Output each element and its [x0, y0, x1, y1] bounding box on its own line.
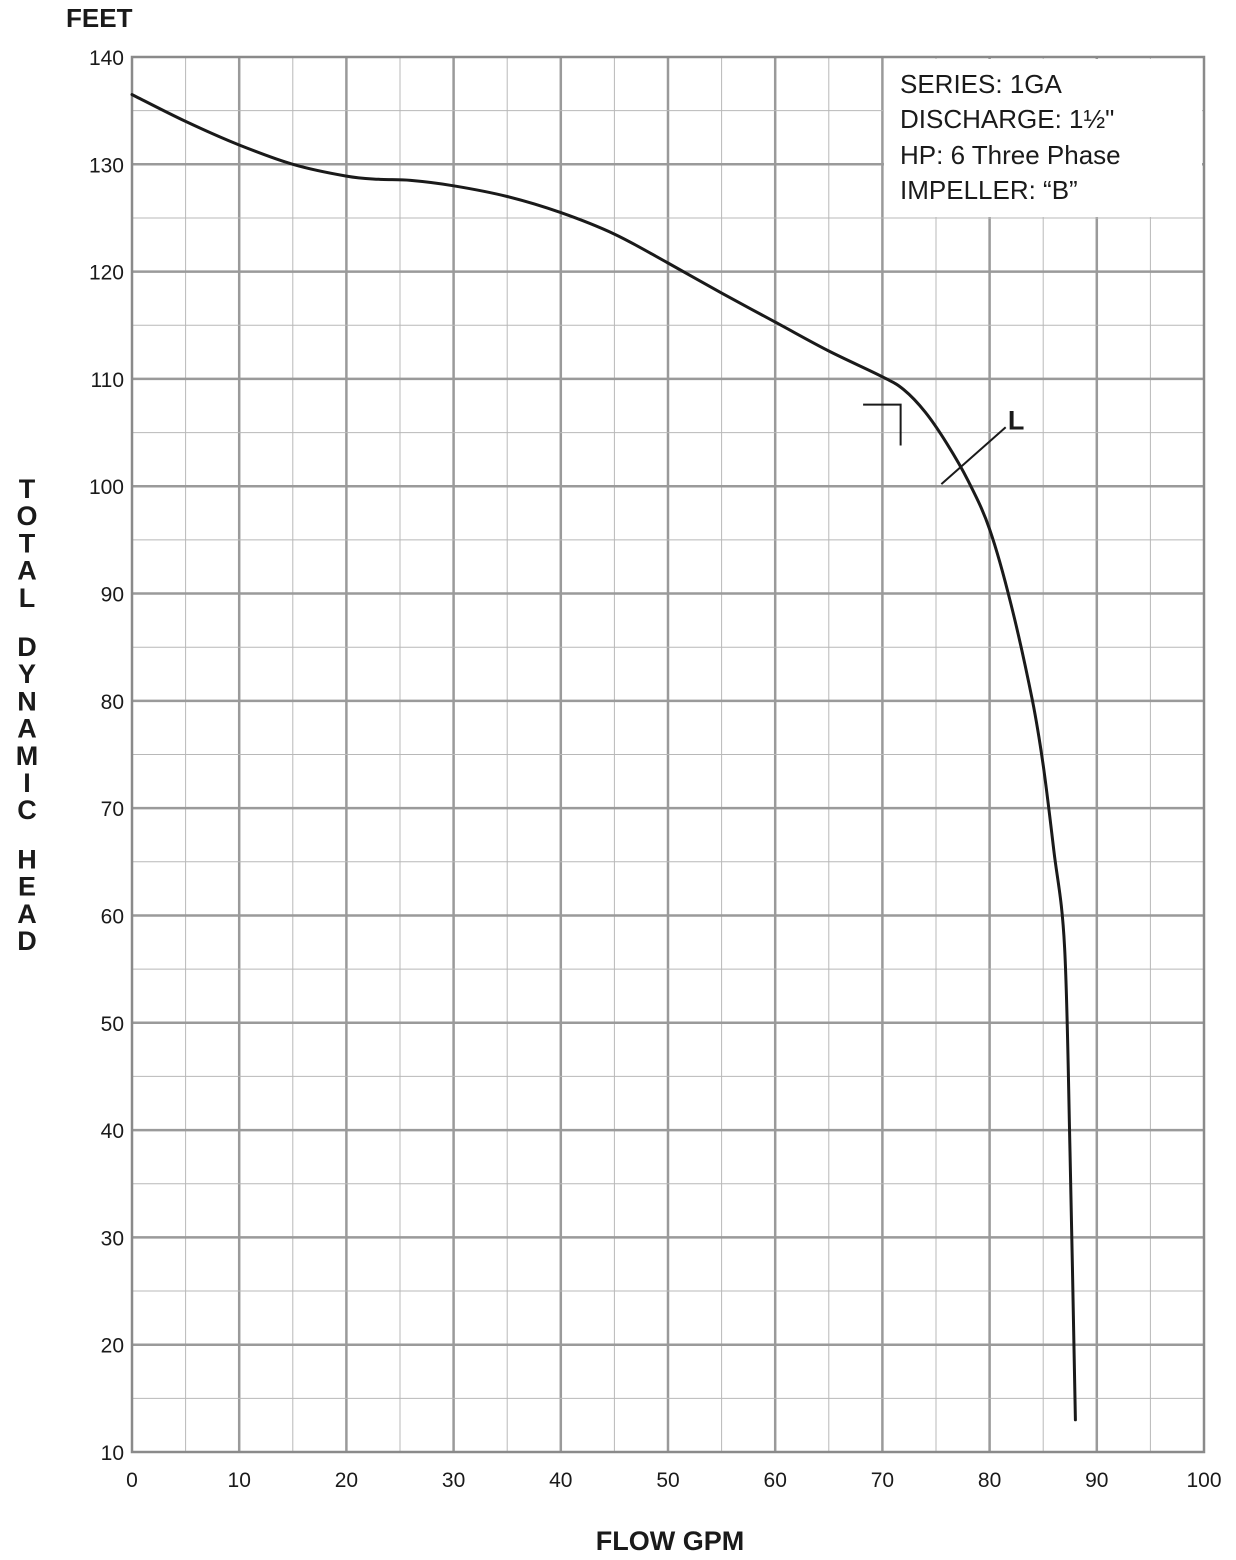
y-axis-title-char: A [17, 556, 37, 586]
series-leader-line [940, 426, 1007, 485]
y-axis-title-char: I [23, 768, 31, 798]
y-axis-title-char: Y [18, 659, 36, 689]
y-tick-label: 110 [91, 369, 124, 392]
y-tick-label: 40 [101, 1120, 124, 1143]
y-axis-title-char: N [17, 686, 37, 716]
y-tick-label: 60 [101, 905, 124, 928]
x-axis-title: FLOW GPM [596, 1526, 744, 1556]
info-series: SERIES: 1GA [900, 69, 1062, 99]
y-tick-label: 90 [101, 584, 124, 607]
x-tick-label: 90 [1085, 1469, 1108, 1492]
x-tick-label: 70 [871, 1469, 894, 1492]
x-tick-label: 40 [549, 1469, 572, 1492]
y-tick-label: 70 [101, 798, 124, 821]
y-axis-title-char: O [16, 501, 37, 531]
y-tick-label: 50 [101, 1013, 124, 1036]
x-tick-label: 60 [764, 1469, 787, 1492]
y-tick-label: 80 [101, 691, 124, 714]
y-axis-title-char: T [19, 528, 36, 558]
plot-grid [132, 57, 1204, 1452]
pump-curve-line [130, 93, 1077, 1422]
y-axis-title-char: C [17, 795, 37, 825]
y-axis-title-char: A [17, 899, 37, 929]
corner-marker [863, 403, 902, 446]
info-box: SERIES: 1GA DISCHARGE: 1½" HP: 6 Three P… [884, 59, 1202, 217]
y-axis-title-char: D [17, 926, 37, 956]
y-tick-label: 30 [101, 1227, 124, 1250]
y-axis-title-char: L [19, 583, 36, 613]
y-tick-label: 120 [89, 262, 124, 285]
series-label: L [1008, 405, 1025, 435]
y-axis-title-char: M [16, 741, 39, 771]
y-axis-title-char: H [17, 844, 37, 874]
y-tick-label: 20 [101, 1335, 124, 1358]
y-axis-title-char: A [17, 714, 37, 744]
x-tick-label: 0 [126, 1469, 138, 1492]
x-tick-label: 80 [978, 1469, 1001, 1492]
x-tick-label: 100 [1186, 1469, 1221, 1492]
y-tick-label: 100 [89, 476, 124, 499]
x-tick-label: 20 [335, 1469, 358, 1492]
x-tick-labels: 0 10 20 30 40 50 60 70 80 90 100 [126, 1469, 1221, 1492]
info-discharge: DISCHARGE: 1½" [900, 104, 1114, 134]
info-hp: HP: 6 Three Phase [900, 140, 1121, 170]
y-tick-label: 10 [101, 1442, 124, 1465]
y-tick-label: 140 [89, 47, 124, 70]
y-tick-label: 130 [89, 154, 124, 177]
plot-frame [130, 55, 1206, 1454]
info-impeller: IMPELLER: “B” [900, 175, 1078, 205]
info-box-background [884, 59, 1202, 217]
x-tick-label: 50 [656, 1469, 679, 1492]
curve-annotations: L [863, 403, 1025, 485]
y-axis-title-char: E [18, 872, 36, 902]
x-tick-label: 30 [442, 1469, 465, 1492]
y-unit-label: FEET [66, 3, 133, 33]
y-tick-labels: 10 20 30 40 50 60 70 80 90 100 110 120 130 140 [89, 47, 124, 1465]
y-axis-title-char: T [19, 474, 36, 504]
x-tick-label: 10 [228, 1469, 251, 1492]
y-axis-title-char: D [17, 632, 37, 662]
